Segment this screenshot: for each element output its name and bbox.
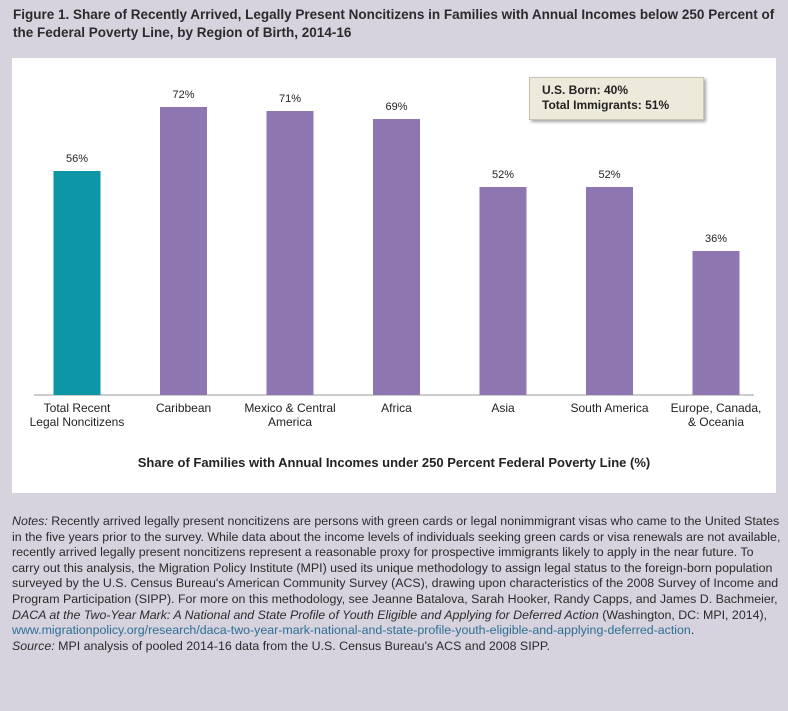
citation-tail: (Washington, DC: MPI, 2014), [598, 607, 768, 622]
citation-title: DACA at the Two-Year Mark: A National an… [12, 607, 599, 622]
category-label-line: Mexico & Central [244, 401, 336, 415]
category-label-6: Europe, Canada, & Oceania [661, 401, 771, 429]
notes-label: Notes: [12, 514, 48, 528]
category-label-2: Mexico & Central America [235, 401, 345, 429]
notes-section: Notes: Recently arrived legally present … [12, 514, 782, 654]
category-label-1: Caribbean [129, 401, 239, 415]
source-paragraph: Source: MPI analysis of pooled 2014-16 d… [12, 639, 782, 655]
source-label: Source: [12, 638, 55, 653]
value-label-2: 71% [279, 93, 301, 105]
annotation-total-immigrants: Total Immigrants: 51% [542, 98, 670, 112]
figure-title: Figure 1. Share of Recently Arrived, Leg… [13, 7, 775, 40]
bar-4 [479, 187, 527, 395]
bar-1 [160, 107, 207, 395]
value-label-4: 52% [492, 169, 514, 181]
value-label-6: 36% [705, 233, 727, 245]
category-label-line: Total Recent [43, 401, 111, 415]
value-label-0: 56% [66, 153, 88, 165]
category-label-line: Asia [491, 401, 515, 415]
chart-area: 56% 72% 71% 69% 52% 52% 36% Total Recent Legal … [12, 58, 776, 493]
category-label-line: Caribbean [155, 401, 212, 415]
annotation-us-born: U.S. Born: 40% [542, 83, 629, 97]
category-label-line: America [267, 415, 312, 429]
category-label-4: Asia [448, 401, 558, 415]
report-link[interactable]: www.migrationpolicy.org/research/daca-tw… [12, 623, 691, 638]
value-label-5: 52% [598, 169, 620, 181]
notes-text: Recently arrived legally present nonciti… [12, 514, 781, 606]
value-label-3: 69% [385, 101, 407, 113]
category-label-line: & Oceania [687, 415, 745, 429]
notes-paragraph: Notes: Recently arrived legally present … [12, 514, 782, 639]
category-label-line: Africa [381, 401, 412, 415]
category-label-line: South America [570, 401, 649, 415]
bar-chart: 56% 72% 71% 69% 52% 52% 36% [34, 89, 754, 396]
category-label-3: Africa [342, 401, 452, 415]
category-label-line: Legal Noncitizens [29, 415, 125, 429]
value-label-1: 72% [172, 89, 194, 101]
bar-0 [53, 171, 101, 395]
bar-5 [586, 187, 633, 395]
category-label-5: South America [555, 401, 665, 415]
category-label-line: Europe, Canada, [670, 401, 762, 415]
source-text: MPI analysis of pooled 2014-16 data from… [54, 638, 551, 653]
link-tail: . [690, 623, 695, 638]
bar-3 [373, 119, 420, 395]
category-label-0: Total Recent Legal Noncitizens [22, 401, 132, 429]
bar-6 [692, 251, 740, 395]
x-axis-label: Share of Families with Annual Incomes un… [137, 455, 651, 470]
comparison-annotation-box: U.S. Born: 40% Total Immigrants: 51% [529, 77, 704, 120]
bar-2 [266, 111, 314, 395]
